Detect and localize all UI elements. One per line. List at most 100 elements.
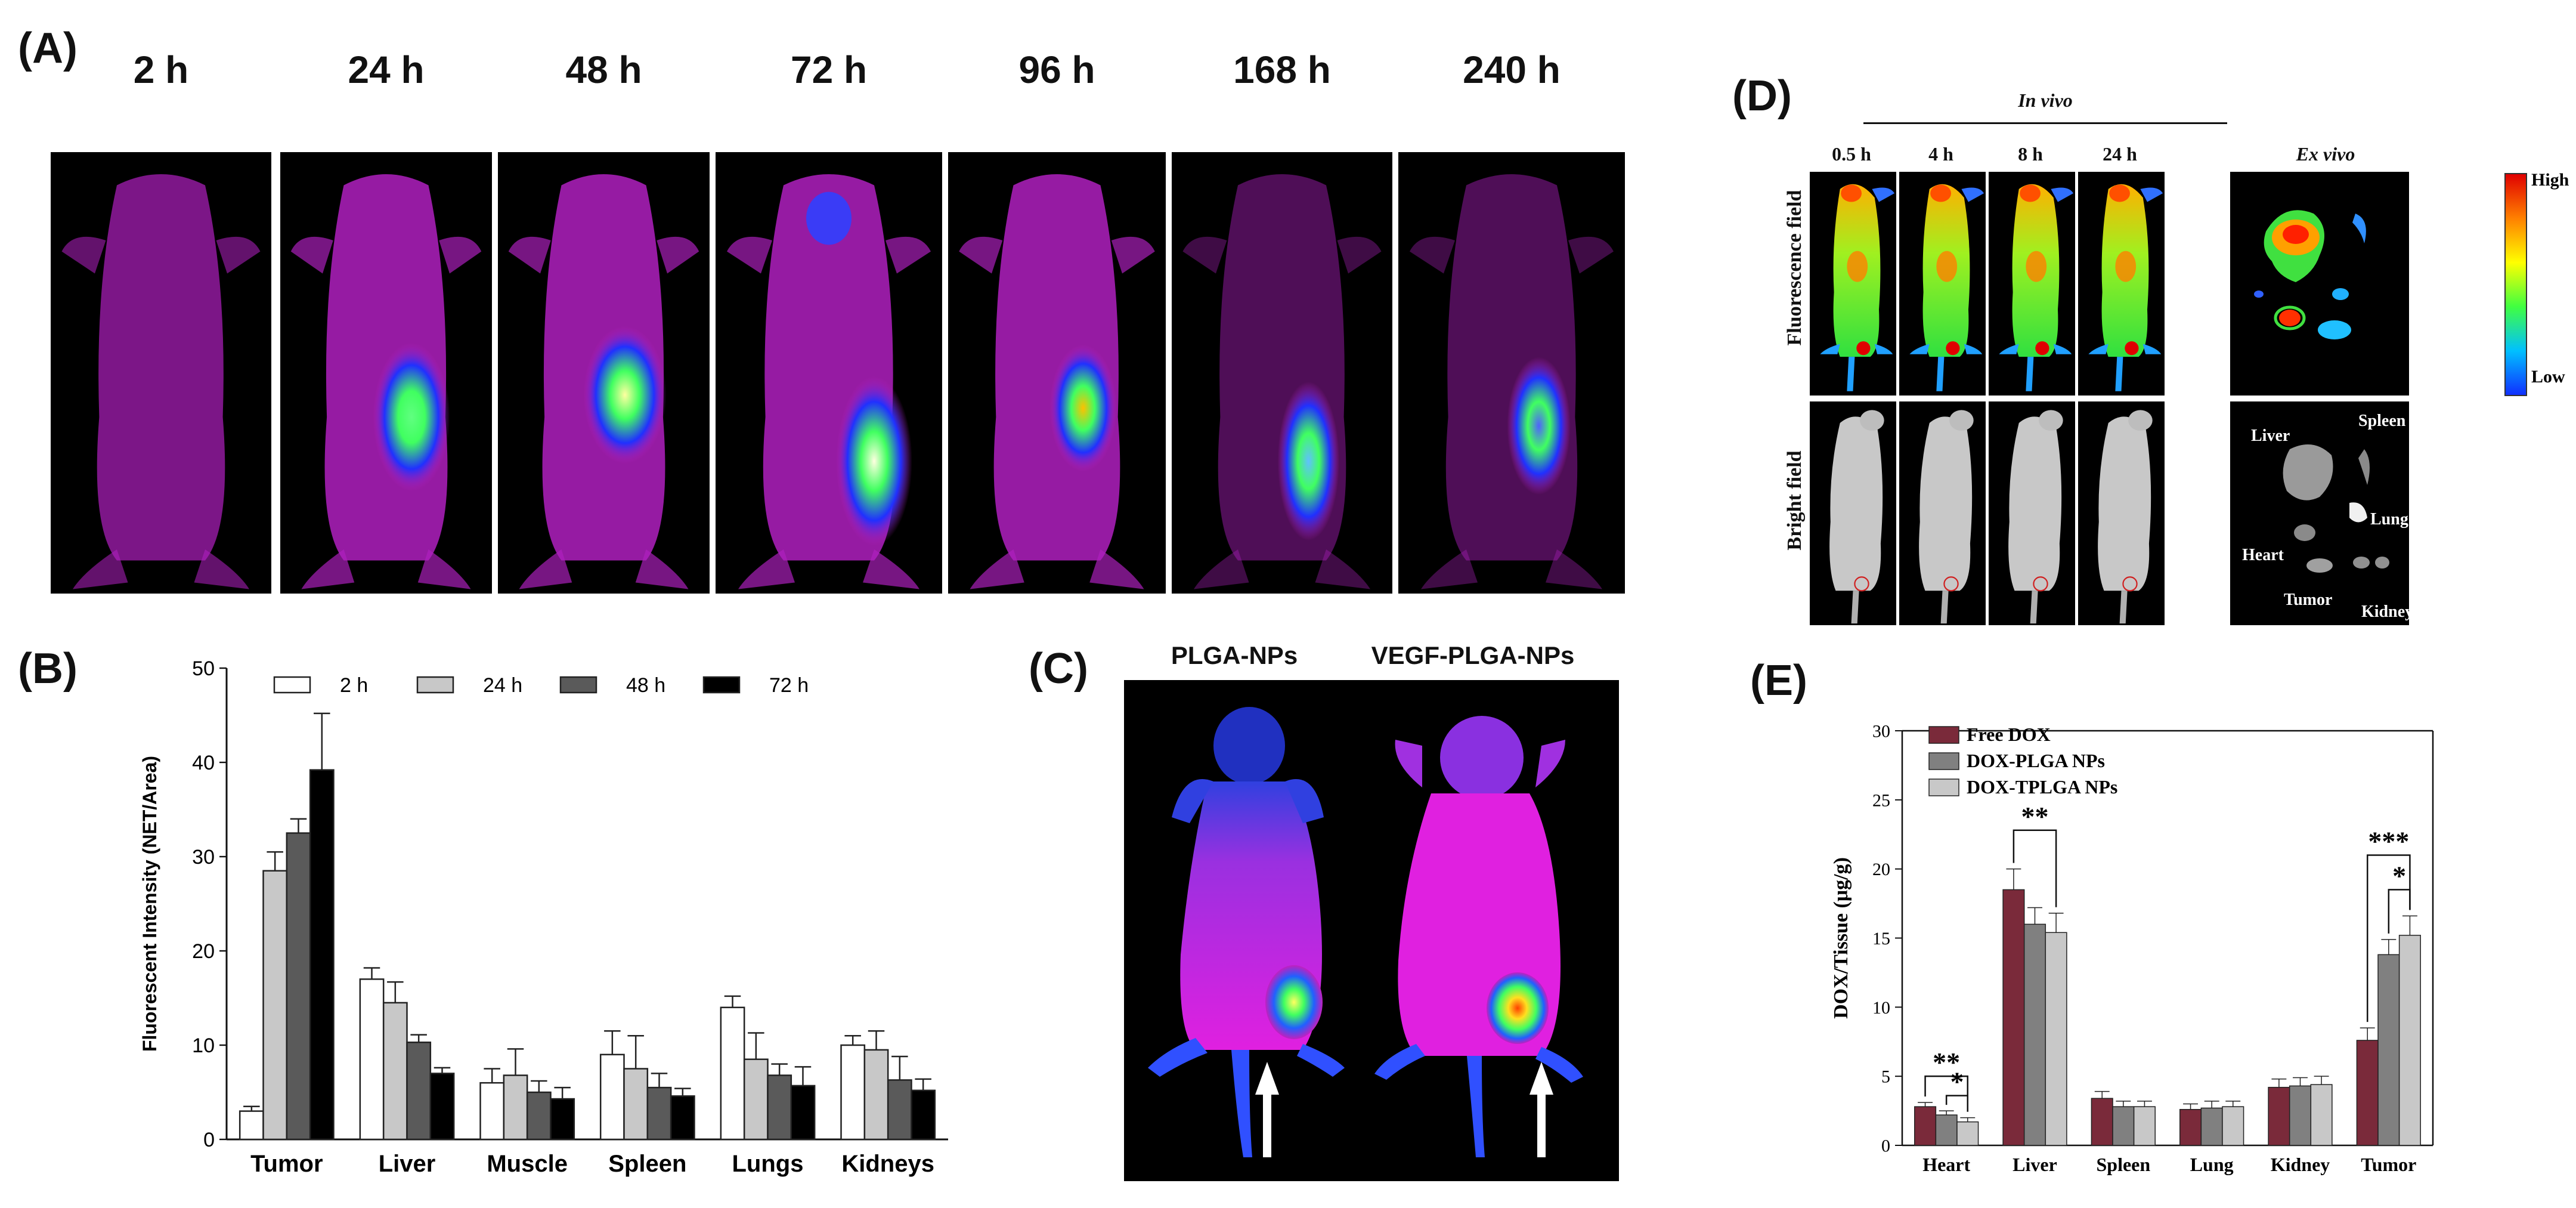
x-tick-label: Heart [1922, 1154, 1970, 1175]
d-time-label: 4 h [1928, 143, 1953, 165]
bar [2222, 1106, 2244, 1146]
a-time-label: 72 h [790, 48, 868, 91]
d-scale-high: High [2531, 170, 2569, 190]
y-tick-label: 50 [192, 657, 215, 680]
significance-bracket [1924, 1075, 1969, 1112]
y-axis-label: Fluorescent Intensity (NET/Area) [139, 756, 160, 1052]
bar [359, 978, 385, 1141]
d-in-vivo-rule [1863, 122, 2227, 124]
legend-label: 48 h [626, 674, 665, 697]
panel-a-label: (A) [18, 24, 78, 72]
d-row-fluorescence: Fluorescence field [1784, 190, 1806, 346]
bar [309, 769, 335, 1141]
bar [2179, 1109, 2202, 1146]
x-tick-label: Lung [2190, 1154, 2234, 1175]
bar [2200, 1107, 2223, 1146]
d-organ-label: Spleen [2358, 412, 2406, 430]
a-mouse-svg [508, 174, 699, 589]
legend-swatch [273, 676, 311, 694]
bar [670, 1095, 695, 1141]
bar [2133, 1106, 2156, 1146]
bar [623, 1068, 649, 1141]
d-organ-label: Lung [2370, 510, 2408, 529]
bar [2310, 1084, 2333, 1146]
d-bright-image [2078, 401, 2165, 625]
d-ex-vivo-label: Ex vivo [2296, 143, 2355, 165]
a-mouse-svg [1410, 174, 1614, 589]
d-ex-vivo-fluorescence-image [2230, 172, 2409, 396]
y-tick-label: 25 [1872, 790, 1890, 810]
a-mouse-image [280, 152, 492, 594]
d-time-label: 8 h [2018, 143, 2043, 165]
c-group-label-vegf-plga: VEGF-PLGA-NPs [1371, 641, 1575, 669]
bar [286, 832, 311, 1141]
x-tick-label: Tumor [2361, 1154, 2416, 1175]
bar [863, 1049, 889, 1141]
c-mouse-1 [1148, 707, 1345, 1157]
legend-swatch [1928, 726, 1959, 744]
bar [1935, 1114, 1958, 1146]
d-bright-svg [2008, 410, 2063, 624]
d-ex-vivo-bright-svg [2283, 444, 2389, 573]
legend-label: DOX-PLGA NPs [1967, 750, 2105, 771]
bar [503, 1074, 528, 1141]
bar [720, 1006, 745, 1141]
y-tick-label: 15 [1872, 929, 1890, 949]
bar [2112, 1106, 2135, 1146]
significance-bracket [2366, 854, 2411, 1022]
bar [526, 1091, 552, 1141]
bar [382, 1002, 408, 1141]
a-mouse-image [1398, 152, 1625, 594]
d-fluor-svg [1820, 184, 1895, 391]
chart-e: 0 5 10 15 20 25 30 DOX/Tissue (μg/g) Heart Liver S… [1830, 722, 2434, 1175]
significance-marker: ** [1933, 1047, 1960, 1077]
significance-bracket [2012, 829, 2057, 907]
bar [887, 1079, 912, 1141]
bar [2398, 935, 2421, 1146]
bar [550, 1098, 575, 1141]
panel-b-label: (B) [18, 645, 78, 693]
y-tick-label: 30 [1872, 722, 1890, 742]
legend-swatch [702, 676, 741, 694]
d-row-bright: Bright field [1784, 450, 1806, 551]
a-time-label: 24 h [348, 48, 425, 91]
legend-swatch [1928, 778, 1959, 796]
d-bright-image [1899, 401, 1986, 625]
a-mouse-image [1172, 152, 1392, 594]
panel-e-label: (E) [1750, 657, 1807, 705]
a-time-label: 168 h [1233, 48, 1331, 91]
bar [743, 1058, 769, 1141]
bar [911, 1089, 936, 1141]
x-tick-label: Liver [2012, 1154, 2057, 1175]
x-tick-label: Spleen [608, 1151, 686, 1177]
bar [239, 1110, 264, 1141]
legend-label: DOX-TPLGA NPs [1967, 776, 2117, 798]
significance-bracket [2388, 889, 2411, 934]
legend-swatch [1928, 752, 1959, 770]
legend-label: Free DOX [1967, 724, 2051, 745]
y-tick-label: 30 [192, 846, 215, 869]
y-tick-label: 5 [1881, 1067, 1890, 1087]
d-bright-svg [2098, 410, 2153, 624]
bar [599, 1053, 625, 1141]
bar [2045, 932, 2067, 1146]
significance-marker: * [1950, 1067, 1964, 1097]
d-ex-vivo-bright-image [2230, 401, 2409, 625]
bar [262, 870, 288, 1141]
y-tick-label: 10 [192, 1034, 215, 1057]
a-mouse-svg [290, 174, 482, 589]
d-time-label: 24 h [2103, 143, 2137, 165]
panel-c-mice-svg [1148, 707, 1583, 1157]
legend-swatch [416, 676, 454, 694]
d-fluorescence-image [1810, 172, 1896, 396]
bar [2356, 1040, 2379, 1146]
d-bright-image [1810, 401, 1896, 625]
panel-d-label: (D) [1732, 72, 1792, 120]
a-mouse-svg [727, 174, 931, 589]
d-fluorescence-image [1899, 172, 1986, 396]
a-mouse-image [716, 152, 942, 594]
bar [2268, 1086, 2290, 1146]
y-tick-label: 40 [192, 752, 215, 774]
a-time-label: 240 h [1463, 48, 1561, 91]
bar [840, 1044, 866, 1141]
